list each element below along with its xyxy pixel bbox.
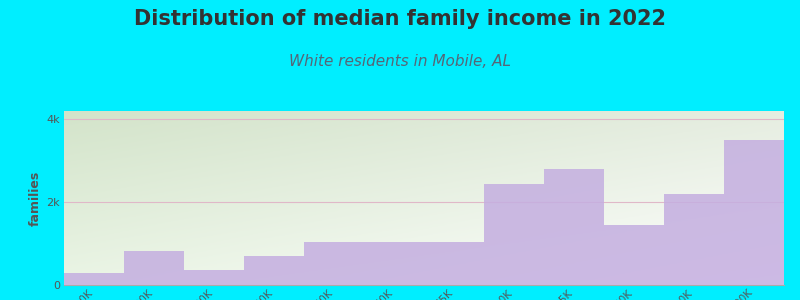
Bar bbox=[604, 225, 664, 285]
Text: Distribution of median family income in 2022: Distribution of median family income in … bbox=[134, 9, 666, 29]
Bar bbox=[664, 194, 724, 285]
Bar bbox=[484, 184, 544, 285]
Bar bbox=[424, 242, 484, 285]
Y-axis label: families: families bbox=[29, 170, 42, 226]
Bar bbox=[364, 242, 424, 285]
Bar bbox=[64, 273, 124, 285]
Bar bbox=[244, 256, 304, 285]
Text: White residents in Mobile, AL: White residents in Mobile, AL bbox=[289, 54, 511, 69]
Bar bbox=[544, 169, 604, 285]
Bar bbox=[724, 140, 784, 285]
Bar bbox=[184, 270, 244, 285]
Bar bbox=[124, 250, 184, 285]
Bar bbox=[304, 242, 364, 285]
